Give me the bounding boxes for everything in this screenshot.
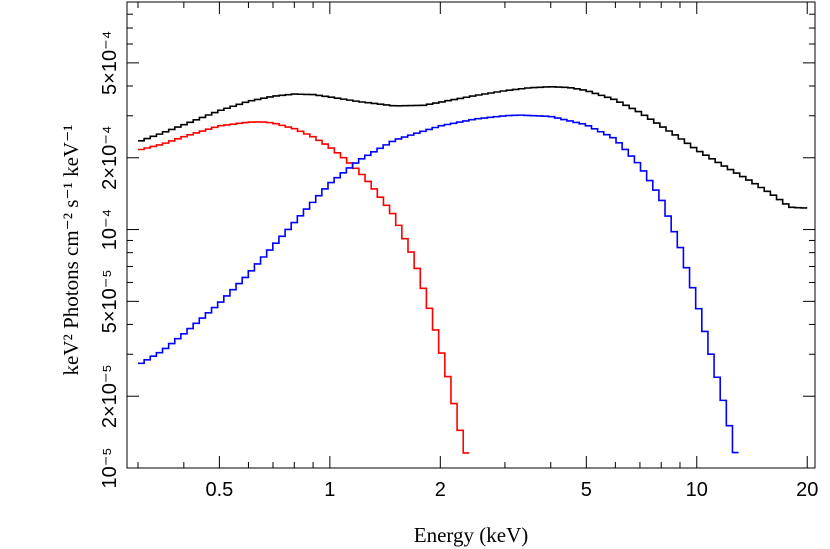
x-tick-label: 20 — [796, 479, 818, 501]
x-axis: 0.5 1 2 5 10 20 — [137, 2, 818, 501]
y-tick-label: 5×10⁻⁵ — [99, 269, 121, 333]
x-tick-label: 2 — [435, 479, 446, 501]
y-tick-label: 2×10⁻⁴ — [99, 126, 121, 190]
series-line-2 — [137, 121, 470, 454]
x-axis-title: Energy (keV) — [414, 523, 529, 547]
y-tick-label: 10⁻⁵ — [99, 447, 121, 488]
series-layer — [137, 86, 808, 454]
y-tick-label: 10⁻⁴ — [99, 209, 121, 250]
plot-frame — [126, 1, 816, 469]
x-tick-label: 5 — [581, 479, 592, 501]
x-tick-label: 10 — [686, 479, 708, 501]
plot-area — [126, 1, 816, 469]
series-line-1 — [137, 86, 808, 209]
x-tick-label: 1 — [324, 479, 335, 501]
y-tick-label: 2×10⁻⁵ — [99, 364, 121, 428]
x-tick-label: 0.5 — [205, 479, 233, 501]
series-line-3 — [137, 114, 739, 454]
y-axis-title: keV² Photons cm⁻² s⁻¹ keV⁻¹ — [59, 125, 83, 376]
y-axis: 10⁻⁵ 2×10⁻⁵ 5×10⁻⁵ 10⁻⁴ 2×10⁻⁴ 5×10⁻⁴ — [99, 13, 815, 489]
y-tick-label: 5×10⁻⁴ — [99, 31, 121, 95]
